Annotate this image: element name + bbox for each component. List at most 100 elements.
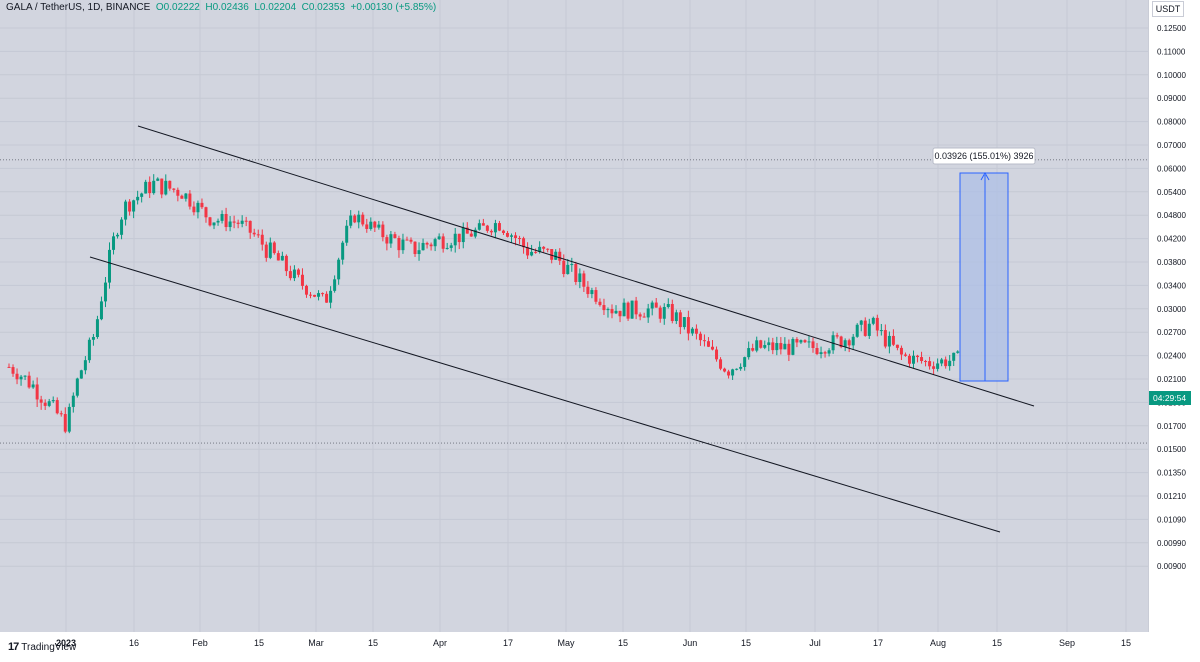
candle-body	[256, 234, 260, 236]
candle-body	[795, 339, 799, 343]
time-axis[interactable]: 2023 16 Feb 15 Mar 15 Apr 17 May 15 Jun 15 Jul 17 Aug 1…	[0, 632, 1200, 657]
candle-body	[928, 361, 932, 367]
candle-body	[292, 269, 296, 279]
candle-body	[646, 308, 650, 318]
candle-body	[952, 352, 956, 361]
time-tick-label: 17	[503, 638, 513, 648]
candle-body	[807, 341, 811, 343]
candle-body	[43, 402, 47, 406]
candle-body	[522, 238, 526, 248]
time-axis-labels: 2023 16 Feb 15 Mar 15 Apr 17 May 15 Jun 15 Jul 17 Aug 1…	[56, 638, 1131, 648]
candle-body	[240, 220, 244, 224]
candle-body	[349, 215, 353, 226]
candle-body	[63, 414, 67, 432]
symbol-title[interactable]: GALA / TetherUS, 1D, BINANCE	[6, 2, 151, 13]
candle-body	[39, 399, 43, 403]
candle-body	[405, 239, 409, 241]
candle-body	[477, 223, 481, 230]
candle-body	[747, 348, 751, 358]
candle-body	[103, 282, 107, 302]
price-chart[interactable]: 0.03926 (155.01%) 3926	[0, 0, 1148, 632]
time-tick-label: Sep	[1059, 638, 1075, 648]
trend-channel[interactable]	[89, 125, 1035, 533]
candle-body	[280, 255, 284, 261]
price-tick-label: 0.01500	[1157, 445, 1186, 454]
tradingview-logo[interactable]: 17 TradingView	[8, 641, 76, 653]
candle-body	[393, 234, 397, 239]
candle-body	[248, 220, 252, 233]
candle-body	[27, 375, 31, 388]
candle-body	[220, 213, 224, 221]
candle-body	[518, 238, 522, 240]
candle-body	[907, 355, 911, 364]
price-tick-label: 0.09000	[1157, 94, 1186, 103]
candlestick-series	[7, 174, 960, 434]
candle-body	[180, 195, 184, 199]
candle-body	[377, 224, 381, 228]
price-tick-label: 0.11000	[1157, 47, 1186, 56]
candle-body	[662, 306, 666, 319]
candle-body	[823, 352, 827, 354]
candle-body	[598, 301, 602, 306]
candle-body	[501, 230, 505, 233]
candle-body	[755, 340, 759, 351]
candle-body	[268, 242, 272, 258]
candle-body	[325, 293, 329, 303]
candle-body	[859, 320, 863, 325]
candle-body	[429, 244, 433, 247]
candle-body	[493, 223, 497, 233]
candle-body	[7, 366, 11, 368]
candle-body	[385, 237, 389, 244]
candle-body	[152, 180, 156, 194]
candle-body	[779, 343, 783, 350]
currency-unit-label[interactable]: USDT	[1152, 1, 1184, 17]
candle-body	[413, 241, 417, 255]
candle-body	[582, 273, 586, 287]
candle-body	[473, 229, 477, 237]
chart-plot-area[interactable]: 0.03926 (155.01%) 3926 GALA / TetherUS, …	[0, 0, 1148, 632]
candle-body	[421, 242, 425, 251]
candle-body	[276, 253, 280, 261]
candle-body	[614, 310, 618, 314]
price-tick-label: 0.06000	[1157, 164, 1186, 173]
candle-body	[787, 343, 791, 355]
candle-body	[51, 400, 55, 402]
candle-body	[35, 384, 39, 400]
candle-body	[895, 344, 899, 348]
candle-body	[369, 221, 373, 229]
candle-body	[570, 264, 574, 266]
price-axis[interactable]: 0.12500 0.11000 0.10000 0.09000 0.08000 0.070…	[1148, 0, 1200, 632]
candle-body	[711, 346, 714, 350]
ohlc-open: O0.02222	[155, 2, 200, 13]
candle-body	[751, 348, 755, 351]
candle-body	[819, 352, 823, 355]
candle-body	[176, 189, 180, 196]
candle-body	[337, 259, 341, 280]
candle-body	[95, 319, 99, 338]
candle-body	[184, 193, 188, 199]
candle-body	[650, 302, 654, 309]
candle-body	[244, 220, 248, 222]
measure-label: 0.03926 (155.01%) 3926	[934, 151, 1033, 161]
candle-body	[433, 239, 437, 247]
candle-body	[578, 273, 582, 282]
candle-body	[108, 249, 111, 283]
candle-body	[148, 181, 152, 194]
price-tick-label: 0.10000	[1157, 71, 1186, 80]
price-tick-label: 0.01350	[1157, 469, 1186, 478]
countdown-badge	[1149, 391, 1191, 405]
candle-body	[566, 264, 570, 275]
tradingview-brand: TradingView	[21, 641, 77, 653]
candle-body	[875, 317, 879, 331]
candle-body	[47, 401, 51, 406]
candle-body	[23, 375, 27, 377]
candle-body	[610, 309, 614, 314]
candle-body	[457, 233, 461, 243]
candle-body	[252, 232, 256, 235]
candle-body	[883, 330, 887, 347]
candle-body	[449, 245, 453, 248]
candle-body	[594, 290, 598, 302]
price-range-measure[interactable]: 0.03926 (155.01%) 3926	[932, 147, 1036, 382]
candle-body	[224, 213, 228, 228]
candle-body	[260, 234, 264, 245]
